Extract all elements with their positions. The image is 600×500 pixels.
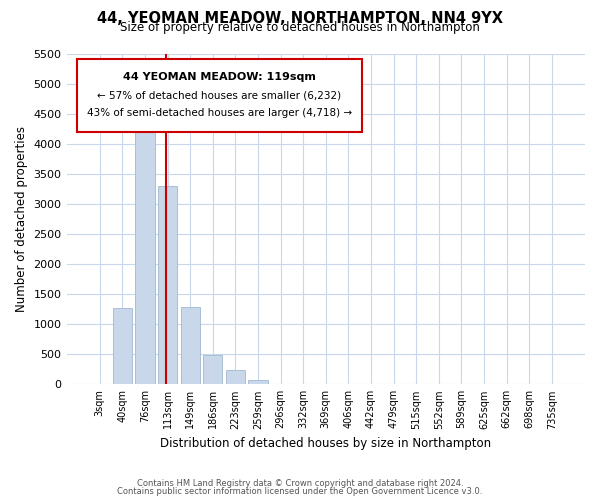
Text: Contains HM Land Registry data © Crown copyright and database right 2024.: Contains HM Land Registry data © Crown c…: [137, 478, 463, 488]
Bar: [136, 124, 155, 384]
Bar: [158, 186, 177, 384]
Text: 44, YEOMAN MEADOW, NORTHAMPTON, NN4 9YX: 44, YEOMAN MEADOW, NORTHAMPTON, NN4 9YX: [97, 11, 503, 26]
Bar: [248, 380, 268, 384]
Text: 43% of semi-detached houses are larger (4,718) →: 43% of semi-detached houses are larger (…: [87, 108, 352, 118]
Text: Contains public sector information licensed under the Open Government Licence v3: Contains public sector information licen…: [118, 487, 482, 496]
Bar: [113, 308, 132, 384]
Text: Size of property relative to detached houses in Northampton: Size of property relative to detached ho…: [120, 22, 480, 35]
Bar: [226, 370, 245, 384]
Bar: [203, 356, 223, 384]
Text: ← 57% of detached houses are smaller (6,232): ← 57% of detached houses are smaller (6,…: [97, 90, 341, 101]
Text: 44 YEOMAN MEADOW: 119sqm: 44 YEOMAN MEADOW: 119sqm: [123, 72, 316, 82]
X-axis label: Distribution of detached houses by size in Northampton: Distribution of detached houses by size …: [160, 437, 491, 450]
Y-axis label: Number of detached properties: Number of detached properties: [15, 126, 28, 312]
Bar: [181, 307, 200, 384]
FancyBboxPatch shape: [77, 59, 362, 132]
